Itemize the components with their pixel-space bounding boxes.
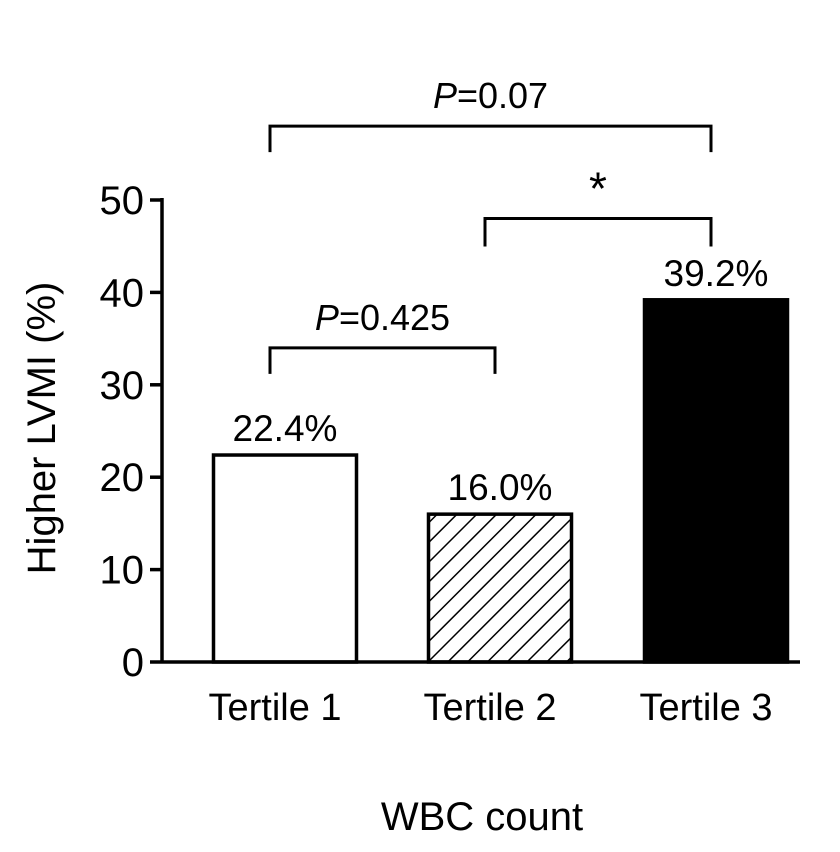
x-tick-label: Tertile 1 [208,687,341,729]
bar-3 [642,298,790,664]
significance-bracket [483,216,713,247]
significance-bracket [268,346,497,374]
data-label: 39.2% [664,253,769,294]
p-symbol: P [433,75,457,116]
significance-star: * [589,162,607,214]
x-tick-label: Tertile 3 [639,687,772,729]
p-value: =0.07 [457,75,548,116]
data-labels: 22.4% 16.0% 39.2% [233,253,769,508]
data-label: 22.4% [233,408,338,449]
y-tick-label: 40 [100,271,145,315]
y-tick-label: 50 [100,179,145,223]
y-tick-label: 10 [100,549,145,593]
p-value: * [589,162,607,214]
y-axis-title: Higher LVMI (%) [20,282,64,575]
x-tick-label: Tertile 2 [423,687,556,729]
p-value: =0.425 [339,297,450,338]
x-axis: Tertile 1 Tertile 2 Tertile 3 [162,660,800,729]
significance-brackets: P=0.07*P=0.425 [268,75,713,374]
y-axis: 0 10 20 30 40 50 [100,179,164,685]
data-label: 16.0% [448,467,553,508]
significance-bracket [268,124,713,153]
y-tick-label: 0 [122,641,144,685]
bar-2 [426,512,574,664]
bar-1 [211,453,359,664]
p-value-label: P=0.07 [433,75,548,116]
x-axis-title: WBC count [381,795,583,839]
p-symbol: P [315,297,339,338]
p-value-label: P=0.425 [315,297,450,338]
y-tick-label: 30 [100,364,145,408]
y-tick-label: 20 [100,456,145,500]
